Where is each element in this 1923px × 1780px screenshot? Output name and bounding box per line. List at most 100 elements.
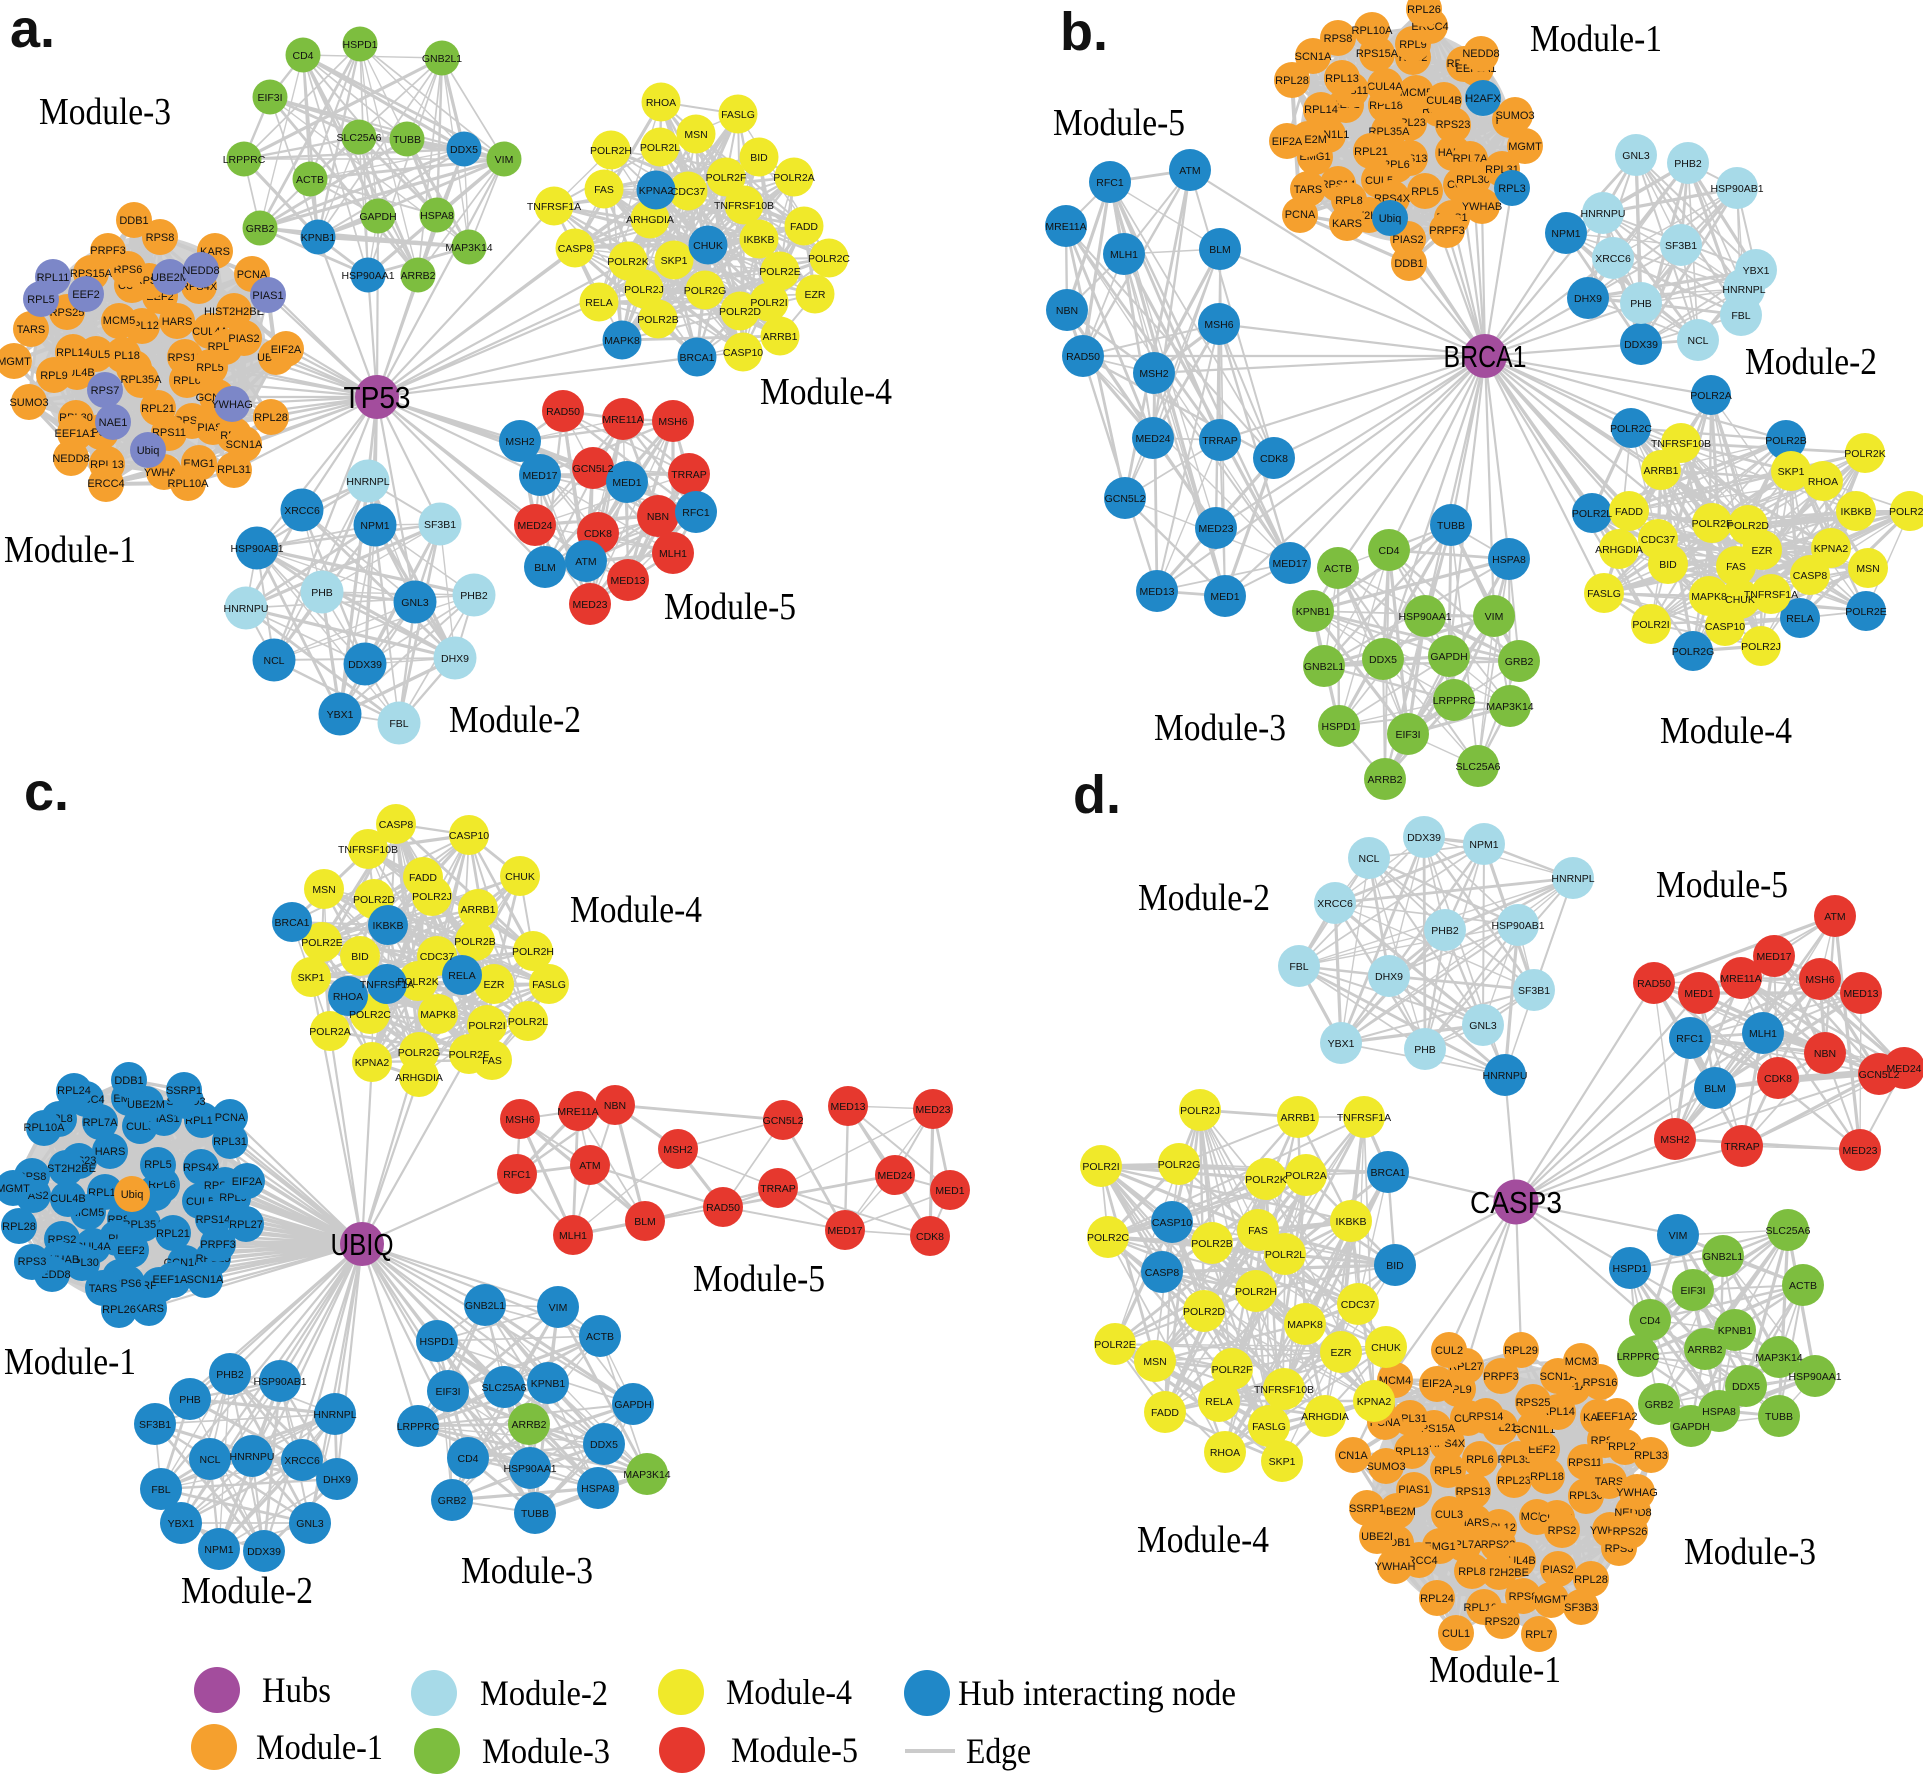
svg-text:MLH1: MLH1	[559, 1230, 587, 1242]
svg-text:KPNA2: KPNA2	[1814, 543, 1849, 555]
svg-text:UBE2I: UBE2I	[1361, 1531, 1393, 1543]
svg-text:PCNA: PCNA	[215, 1112, 246, 1124]
svg-text:POLR2K: POLR2K	[1245, 1174, 1286, 1186]
svg-text:RPL31: RPL31	[217, 464, 251, 476]
svg-text:POLR2F: POLR2F	[449, 1049, 490, 1061]
svg-text:MED23: MED23	[572, 599, 607, 611]
svg-text:ATM: ATM	[1179, 165, 1200, 177]
svg-text:RPL28: RPL28	[1574, 1574, 1608, 1586]
svg-text:MED17: MED17	[1756, 951, 1791, 963]
svg-text:RPL9: RPL9	[1399, 39, 1427, 51]
svg-text:POLR2A: POLR2A	[309, 1026, 350, 1038]
svg-text:NCL: NCL	[1687, 335, 1708, 347]
svg-text:RELA: RELA	[1205, 1396, 1232, 1408]
svg-text:POLR2L: POLR2L	[508, 1016, 548, 1028]
svg-text:MCM3: MCM3	[1565, 1356, 1597, 1368]
svg-text:MLH1: MLH1	[1749, 1028, 1777, 1040]
svg-text:MED24: MED24	[1886, 1063, 1921, 1075]
svg-text:RPL27: RPL27	[229, 1219, 263, 1231]
svg-text:GNL3: GNL3	[401, 597, 429, 609]
svg-text:TARS: TARS	[1595, 1476, 1624, 1488]
svg-text:MAP3K14: MAP3K14	[445, 242, 492, 254]
svg-text:MCM5: MCM5	[1400, 87, 1432, 99]
svg-text:POLR2E: POLR2E	[1094, 1339, 1135, 1351]
svg-text:BID: BID	[750, 152, 768, 164]
svg-text:POLR2G: POLR2G	[684, 285, 727, 297]
svg-text:CASP3: CASP3	[1470, 1185, 1562, 1220]
svg-text:DHX9: DHX9	[1574, 293, 1602, 305]
svg-text:CDC37: CDC37	[420, 951, 455, 963]
svg-text:MLH1: MLH1	[659, 548, 687, 560]
svg-text:RPS13: RPS13	[1456, 1486, 1491, 1498]
svg-text:EZR: EZR	[1331, 1347, 1352, 1359]
svg-text:Edge: Edge	[966, 1731, 1031, 1771]
svg-text:RPL26: RPL26	[1608, 1441, 1642, 1453]
svg-text:MED1: MED1	[935, 1185, 964, 1197]
svg-text:ARHGDIA: ARHGDIA	[1595, 544, 1643, 556]
svg-text:RPL29: RPL29	[1504, 1345, 1538, 1357]
svg-text:MAP3K14: MAP3K14	[1486, 701, 1533, 713]
svg-text:CASP8: CASP8	[379, 819, 414, 831]
svg-text:MSH2: MSH2	[663, 1144, 692, 1156]
svg-text:IKBKB: IKBKB	[373, 920, 404, 932]
svg-text:SLC25A6: SLC25A6	[1456, 761, 1501, 773]
svg-text:VIM: VIM	[549, 1302, 568, 1314]
svg-text:MAP3K14: MAP3K14	[623, 1469, 670, 1481]
svg-text:TUBB: TUBB	[521, 1508, 549, 1520]
svg-text:Hub interacting node: Hub interacting node	[958, 1673, 1236, 1713]
svg-text:PRPF3: PRPF3	[1429, 225, 1464, 237]
svg-text:Module-3: Module-3	[1154, 707, 1286, 749]
svg-text:NCL: NCL	[1358, 853, 1379, 865]
svg-text:POLR2B: POLR2B	[1191, 1238, 1232, 1250]
svg-text:RPL6: RPL6	[1466, 1454, 1494, 1466]
svg-text:HNRNPU: HNRNPU	[224, 603, 269, 615]
svg-text:YBX1: YBX1	[327, 709, 354, 721]
svg-text:ACTB: ACTB	[586, 1331, 614, 1343]
svg-text:c.: c.	[24, 762, 69, 822]
svg-text:KARS: KARS	[134, 1303, 164, 1315]
svg-text:PRPF3: PRPF3	[200, 1239, 235, 1251]
svg-text:FAS: FAS	[1726, 561, 1746, 573]
svg-text:RPL7: RPL7	[1525, 1629, 1553, 1641]
svg-text:MRE11A: MRE11A	[1045, 221, 1086, 233]
svg-text:BLM: BLM	[1704, 1083, 1726, 1095]
svg-text:POLR2C: POLR2C	[1087, 1232, 1129, 1244]
svg-text:RPS8: RPS8	[146, 232, 175, 244]
svg-text:RPS3: RPS3	[18, 1256, 47, 1268]
svg-text:PIAS2: PIAS2	[1542, 1564, 1573, 1576]
svg-text:RELA: RELA	[1786, 613, 1813, 625]
svg-text:HSP90AB1: HSP90AB1	[1710, 183, 1763, 195]
svg-text:MRE11A: MRE11A	[557, 1106, 598, 1118]
svg-text:HNRNPL: HNRNPL	[313, 1409, 356, 1421]
svg-text:RPS7: RPS7	[91, 385, 120, 397]
svg-text:PCNA: PCNA	[237, 269, 268, 281]
svg-text:Module-1: Module-1	[1429, 1649, 1561, 1691]
svg-text:YWHAG: YWHAG	[1616, 1487, 1658, 1499]
svg-text:RPL8: RPL8	[1458, 1566, 1486, 1578]
svg-text:RPS14: RPS14	[196, 1214, 231, 1226]
svg-text:CHUK: CHUK	[693, 240, 723, 252]
svg-text:POLR2F: POLR2F	[706, 172, 747, 184]
svg-text:RPS2: RPS2	[1548, 1525, 1577, 1537]
svg-text:HSP90AA1: HSP90AA1	[503, 1463, 556, 1475]
svg-text:RPL35A: RPL35A	[123, 1219, 165, 1231]
svg-text:NPM1: NPM1	[204, 1544, 233, 1556]
svg-text:SCN1A: SCN1A	[1540, 1371, 1577, 1383]
svg-text:ATM: ATM	[579, 1160, 600, 1172]
svg-text:RPL5: RPL5	[1411, 186, 1439, 198]
svg-text:FASLG: FASLG	[1587, 588, 1621, 600]
svg-text:YWHAG: YWHAG	[211, 399, 253, 411]
svg-text:GNB2L1: GNB2L1	[1304, 661, 1344, 673]
svg-text:RHOA: RHOA	[1210, 1447, 1240, 1459]
svg-text:CN1A: CN1A	[1338, 1450, 1368, 1462]
svg-text:GAPDH: GAPDH	[1430, 651, 1467, 663]
svg-text:EIF3I: EIF3I	[257, 92, 282, 104]
svg-text:RPL14: RPL14	[56, 347, 90, 359]
svg-text:NBN: NBN	[1056, 305, 1078, 317]
svg-text:BLM: BLM	[1209, 244, 1231, 256]
svg-text:SUMO3: SUMO3	[1495, 110, 1534, 122]
svg-text:MAPK8: MAPK8	[420, 1009, 456, 1021]
svg-text:TUBB: TUBB	[393, 134, 421, 146]
svg-text:Module-4: Module-4	[726, 1672, 852, 1712]
svg-text:RPL5: RPL5	[27, 294, 55, 306]
